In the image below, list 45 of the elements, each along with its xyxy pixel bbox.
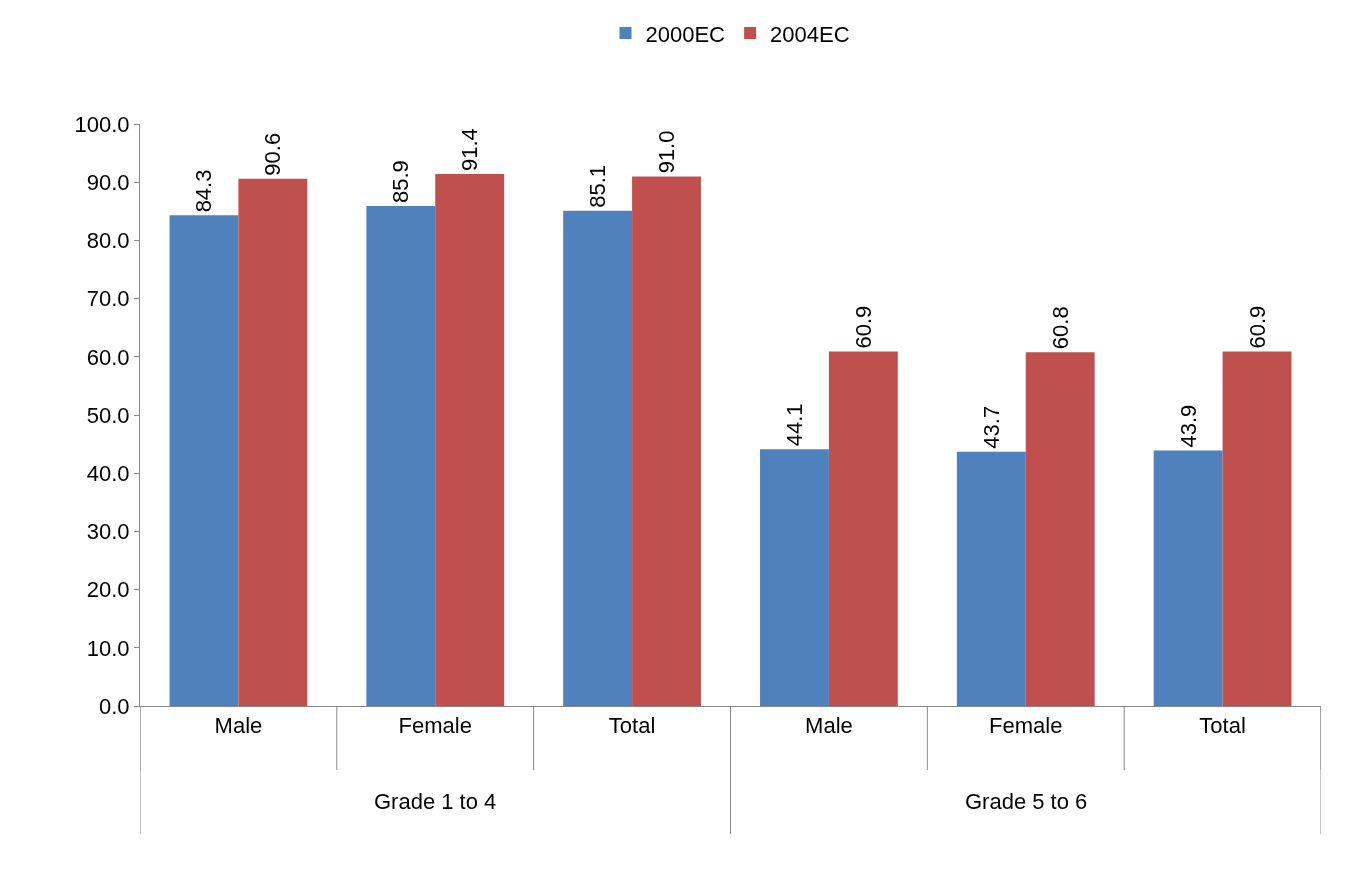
x-tick-label: Female <box>398 713 472 739</box>
bar <box>169 215 239 706</box>
x-tick-label: Total <box>1199 713 1246 739</box>
y-tick-label: 40.0 <box>86 460 130 486</box>
y-tick-label: 60.0 <box>86 344 130 370</box>
bar <box>1153 450 1223 706</box>
data-label: 91.0 <box>654 130 680 174</box>
y-tick-label: 80.0 <box>86 228 130 254</box>
bar <box>760 449 829 706</box>
data-label: 90.6 <box>260 132 286 176</box>
data-label: 85.1 <box>585 164 611 208</box>
bar <box>1025 352 1095 706</box>
bar <box>366 206 436 706</box>
bar <box>1222 351 1292 706</box>
data-label: 44.1 <box>781 403 807 447</box>
data-label: 91.4 <box>457 128 483 172</box>
y-tick-label: 0.0 <box>99 693 130 719</box>
legend-label: 2004EC <box>770 21 850 47</box>
text: Grade 5 to 6 <box>965 789 1088 814</box>
x-tick-label: Total <box>608 713 656 739</box>
y-tick-label: 50.0 <box>86 402 130 428</box>
bar <box>956 451 1026 706</box>
x-tick-label: Male <box>805 713 853 739</box>
data-label: 60.9 <box>850 305 876 349</box>
data-label: 60.9 <box>1244 305 1270 349</box>
y-tick-label: 100.0 <box>74 111 130 137</box>
bar <box>563 210 633 706</box>
y-tick-label: 30.0 <box>86 519 130 545</box>
text: Grade 1 to 4 <box>374 789 497 814</box>
bar <box>238 178 308 706</box>
bar <box>435 174 505 706</box>
data-label: 60.8 <box>1047 306 1073 350</box>
bar <box>632 176 701 706</box>
x-tick-label: Male <box>214 713 263 739</box>
data-label: 85.9 <box>388 160 414 204</box>
y-tick-label: 10.0 <box>86 635 130 661</box>
x-tick-label: Female <box>989 713 1063 739</box>
y-tick-label: 90.0 <box>86 169 130 195</box>
bar <box>828 351 898 706</box>
data-label: 43.9 <box>1175 404 1201 448</box>
y-tick-label: 70.0 <box>86 286 130 312</box>
data-label: 43.7 <box>978 405 1004 449</box>
legend-label: 2000EC <box>645 21 726 47</box>
y-tick-label: 20.0 <box>86 577 130 603</box>
data-label: 84.3 <box>191 169 217 213</box>
